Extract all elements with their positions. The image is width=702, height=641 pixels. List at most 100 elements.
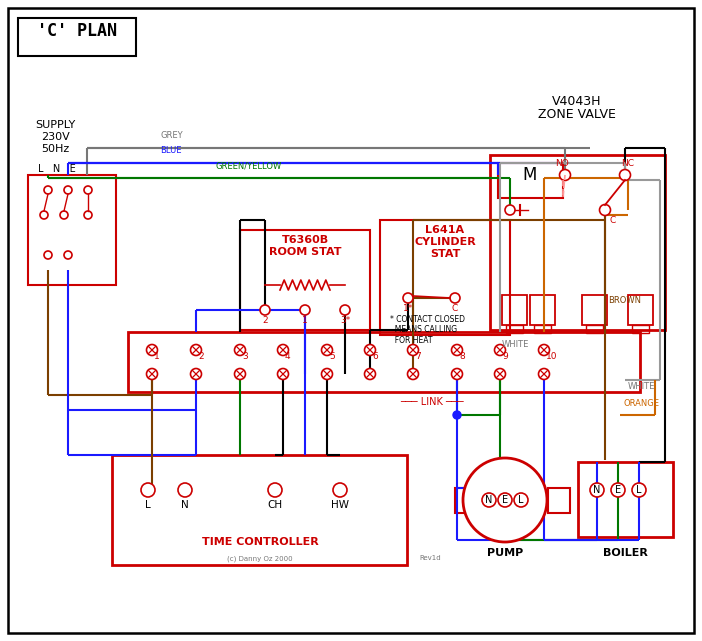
Bar — [548, 488, 570, 513]
Circle shape — [64, 186, 72, 194]
Circle shape — [84, 186, 92, 194]
Text: L: L — [518, 495, 524, 505]
Circle shape — [277, 369, 289, 379]
Circle shape — [463, 458, 547, 542]
Circle shape — [538, 344, 550, 356]
Circle shape — [60, 211, 68, 219]
Text: V4043H: V4043H — [552, 95, 602, 108]
Circle shape — [505, 205, 515, 215]
Text: 2: 2 — [198, 351, 204, 360]
Circle shape — [322, 344, 333, 356]
Text: N: N — [181, 500, 189, 510]
Circle shape — [498, 493, 512, 507]
Bar — [18, 18, 136, 56]
Circle shape — [234, 344, 246, 356]
Text: E: E — [615, 485, 621, 495]
Text: T6360B: T6360B — [282, 235, 329, 245]
Circle shape — [494, 344, 505, 356]
Text: 7: 7 — [415, 351, 420, 360]
Text: 230V: 230V — [41, 132, 69, 142]
Text: 50Hz: 50Hz — [41, 144, 69, 154]
Text: 1: 1 — [302, 316, 308, 325]
Bar — [530, 295, 555, 325]
Text: 3: 3 — [242, 351, 248, 360]
Circle shape — [44, 186, 52, 194]
Bar — [534, 325, 551, 333]
Text: 1*: 1* — [403, 304, 413, 313]
Text: PUMP: PUMP — [487, 548, 523, 558]
Bar — [586, 325, 603, 333]
Text: TIME CONTROLLER: TIME CONTROLLER — [201, 537, 319, 547]
Text: L641A: L641A — [425, 225, 465, 235]
Bar — [112, 455, 407, 565]
Circle shape — [590, 483, 604, 497]
Text: BROWN: BROWN — [608, 296, 641, 304]
Text: 6: 6 — [372, 351, 378, 360]
Circle shape — [611, 483, 625, 497]
Text: BLUE: BLUE — [160, 146, 182, 155]
Bar — [28, 175, 116, 285]
Text: 4: 4 — [285, 351, 291, 360]
Circle shape — [538, 369, 550, 379]
Bar — [128, 332, 640, 392]
Text: 9: 9 — [502, 351, 508, 360]
Bar — [582, 295, 607, 325]
Circle shape — [322, 369, 333, 379]
Text: BOILER: BOILER — [602, 548, 647, 558]
Text: WHITE: WHITE — [628, 382, 656, 391]
Circle shape — [44, 251, 52, 259]
Circle shape — [559, 169, 571, 181]
Circle shape — [84, 211, 92, 219]
Text: (c) Danny Oz 2000: (c) Danny Oz 2000 — [227, 555, 293, 562]
Text: L   N   E: L N E — [38, 164, 76, 174]
Bar — [632, 325, 649, 333]
Text: 1: 1 — [154, 351, 160, 360]
Circle shape — [364, 369, 376, 379]
Circle shape — [260, 305, 270, 315]
Text: C: C — [452, 304, 458, 313]
Circle shape — [482, 493, 496, 507]
Bar — [628, 295, 653, 325]
Bar — [498, 163, 563, 198]
Text: STAT: STAT — [430, 249, 461, 259]
Circle shape — [190, 369, 201, 379]
Circle shape — [407, 344, 418, 356]
Text: L: L — [636, 485, 642, 495]
Bar — [578, 462, 673, 537]
Text: NO: NO — [555, 159, 569, 168]
Bar — [380, 220, 510, 335]
Circle shape — [451, 369, 463, 379]
Text: C: C — [610, 216, 616, 225]
Text: E: E — [502, 495, 508, 505]
Text: N: N — [593, 485, 601, 495]
Circle shape — [632, 483, 646, 497]
Bar — [240, 230, 370, 330]
Circle shape — [141, 483, 155, 497]
Text: M: M — [523, 166, 537, 184]
Bar — [502, 295, 527, 325]
Bar — [490, 155, 665, 330]
Text: ORANGE: ORANGE — [623, 399, 659, 408]
Text: ZONE VALVE: ZONE VALVE — [538, 108, 616, 121]
Text: NC: NC — [621, 159, 635, 168]
Circle shape — [147, 344, 157, 356]
Text: 'C' PLAN: 'C' PLAN — [37, 22, 117, 40]
Circle shape — [178, 483, 192, 497]
Text: HW: HW — [331, 500, 349, 510]
Text: ROOM STAT: ROOM STAT — [269, 247, 341, 257]
Circle shape — [40, 211, 48, 219]
Text: * CONTACT CLOSED
  MEANS CALLING
  FOR HEAT: * CONTACT CLOSED MEANS CALLING FOR HEAT — [390, 315, 465, 345]
Circle shape — [619, 169, 630, 181]
Text: 3*: 3* — [340, 316, 350, 325]
Text: ─── LINK ───: ─── LINK ─── — [400, 397, 464, 407]
Text: GREY: GREY — [160, 131, 183, 140]
Text: 2: 2 — [262, 316, 267, 325]
Bar — [455, 488, 477, 513]
Text: 5: 5 — [329, 351, 335, 360]
Circle shape — [494, 369, 505, 379]
Circle shape — [514, 493, 528, 507]
Text: CH: CH — [267, 500, 283, 510]
Text: CYLINDER: CYLINDER — [414, 237, 476, 247]
Circle shape — [340, 305, 350, 315]
Circle shape — [451, 344, 463, 356]
